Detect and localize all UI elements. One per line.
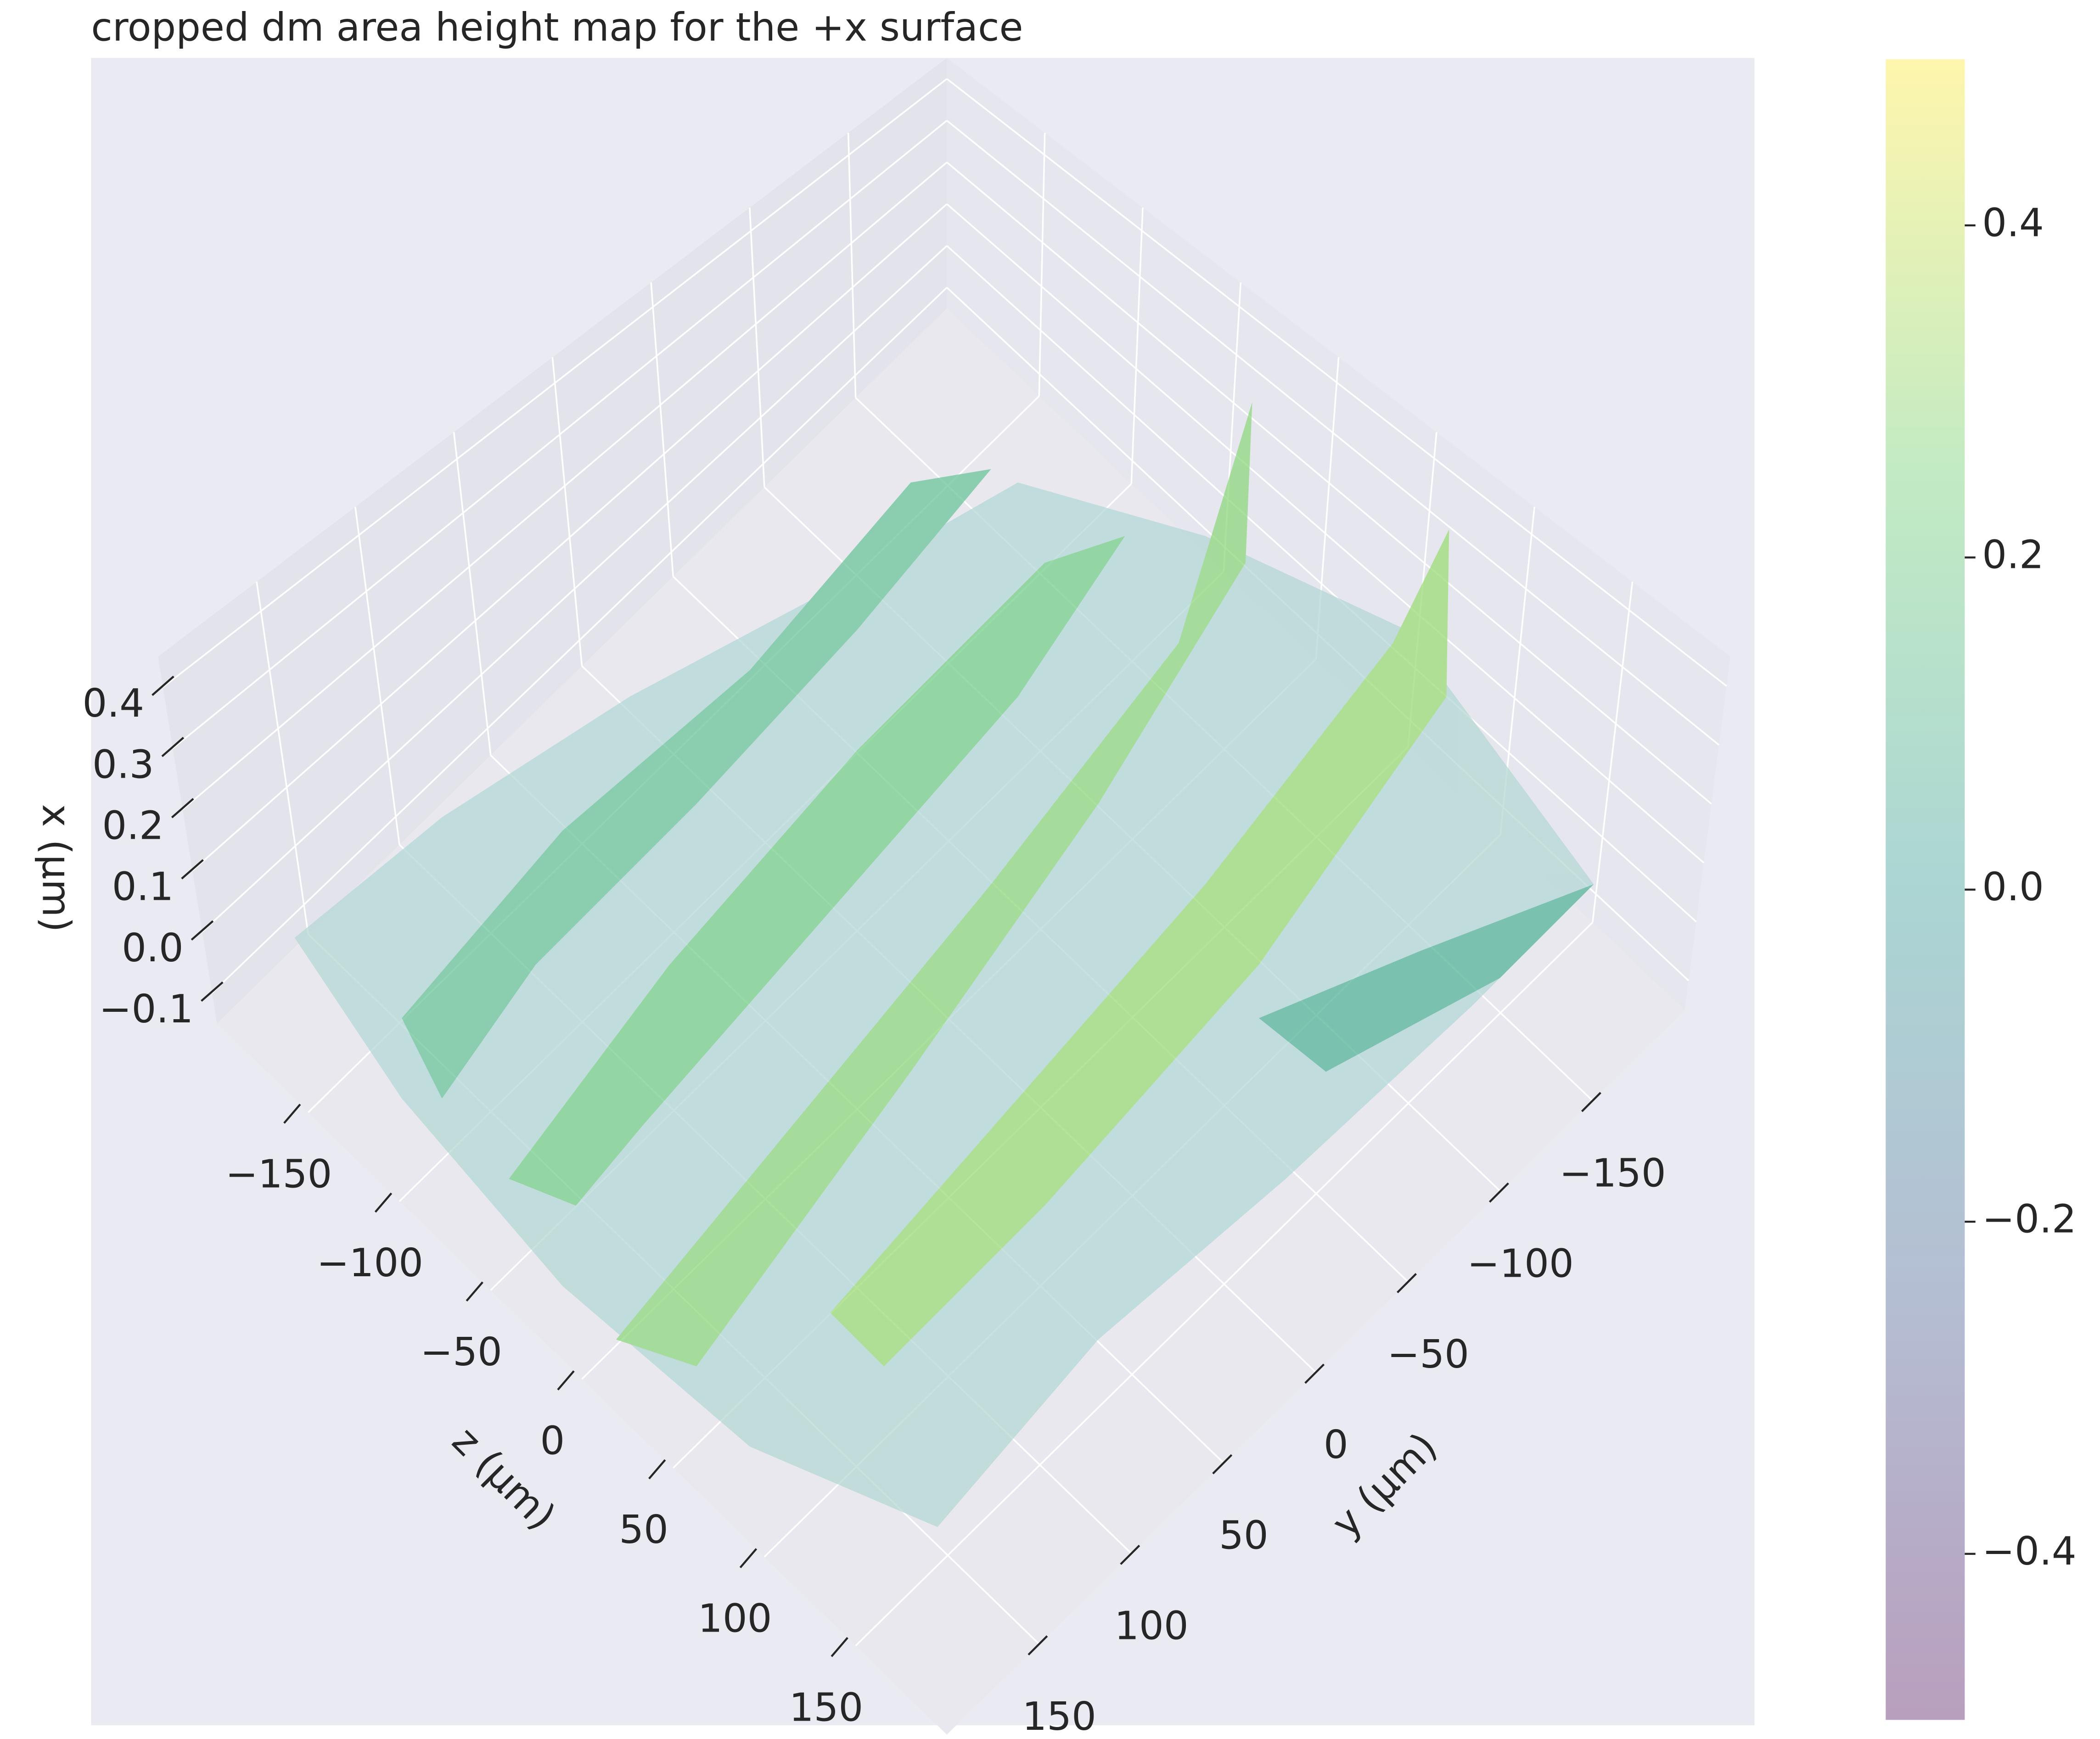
grid-line [191,203,948,871]
y-tick-label: −150 [1559,1150,1666,1195]
tick-mark [374,1192,393,1213]
tick-mark [161,737,185,757]
z-tick-label: −0.1 [99,986,193,1032]
z-tick-label: 0.3 [92,741,154,787]
tick-mark [1028,1635,1048,1656]
grid-line [354,506,400,845]
grid-line [847,133,857,398]
grid-line [650,282,674,577]
grid-line [1592,581,1634,923]
grid-line [946,120,1720,746]
colorbar-tick-label: 0.4 [1982,200,2044,245]
left-pane [158,58,947,1024]
x-tick-label: 100 [698,1596,772,1641]
tick-mark [557,1370,575,1391]
grid-line [946,78,1727,687]
tick-mark [1581,1092,1601,1112]
grid-line [946,203,1705,864]
tick-mark [831,1637,848,1657]
tick-mark [152,675,174,696]
z-tick-label: 0.4 [83,680,145,726]
grid-line [946,162,1712,805]
grid-line [749,208,765,488]
grid-line [162,78,948,688]
tick-mark [1212,1454,1233,1475]
x-tick-label: 0 [540,1418,565,1463]
z-tick-label: 0.2 [102,802,164,848]
grid-line [202,245,948,932]
tick-mark [1120,1544,1140,1565]
colorbar-tick-label: −0.2 [1982,1196,2076,1242]
colorbar-tick-label: −0.4 [1982,1528,2076,1574]
z-tick-label: 0.1 [112,864,174,909]
tick-mark [191,920,214,941]
axes: −150 −100 −50 0 50 100 150 −150 −100 −50 0 50 100 150… [83,675,1666,1739]
tick-mark [648,1459,666,1480]
tick-mark [1304,1363,1325,1384]
grid-line [1038,133,1046,396]
tick-mark [283,1104,301,1124]
y-tick-label: 150 [1022,1694,1096,1739]
grid-line [1130,208,1144,484]
grid-line [453,432,492,756]
colorbar-tick-label: 0.0 [1982,864,2044,909]
chart-title: cropped dm area height map for the +x su… [91,4,1023,50]
tick-mark [739,1548,758,1568]
y-tick-label: −50 [1387,1331,1469,1377]
x-tick-label: −150 [225,1151,332,1197]
x-tick-label: 50 [619,1507,668,1552]
grid-line [182,162,948,810]
x-tick-label: −50 [420,1329,502,1374]
grid-line [172,120,948,749]
grid-line [256,581,309,935]
colorbar [1886,59,1965,1720]
tick-mark [171,798,194,819]
tick-mark [1397,1273,1417,1293]
surface [294,402,1594,1527]
y-tick-label: −100 [1467,1241,1573,1286]
grid-line [551,357,583,666]
z-tick-label: 0.0 [122,925,184,970]
y-tick-label: 0 [1324,1422,1348,1467]
y-tick-label: 100 [1114,1603,1188,1649]
x-tick-label: 150 [789,1684,863,1730]
grid-line [211,287,948,994]
x-tick-label: −100 [317,1240,423,1285]
y-tick-label: 50 [1219,1512,1269,1558]
tick-mark [181,859,204,880]
grid-line [946,245,1697,923]
colorbar-tick-label: 0.2 [1982,532,2044,578]
tick-mark [1488,1182,1509,1203]
right-pane [947,58,1730,1010]
tick-mark [201,981,224,1002]
tick-mark [466,1281,483,1302]
z-axis-label: x (µm) [34,804,79,932]
